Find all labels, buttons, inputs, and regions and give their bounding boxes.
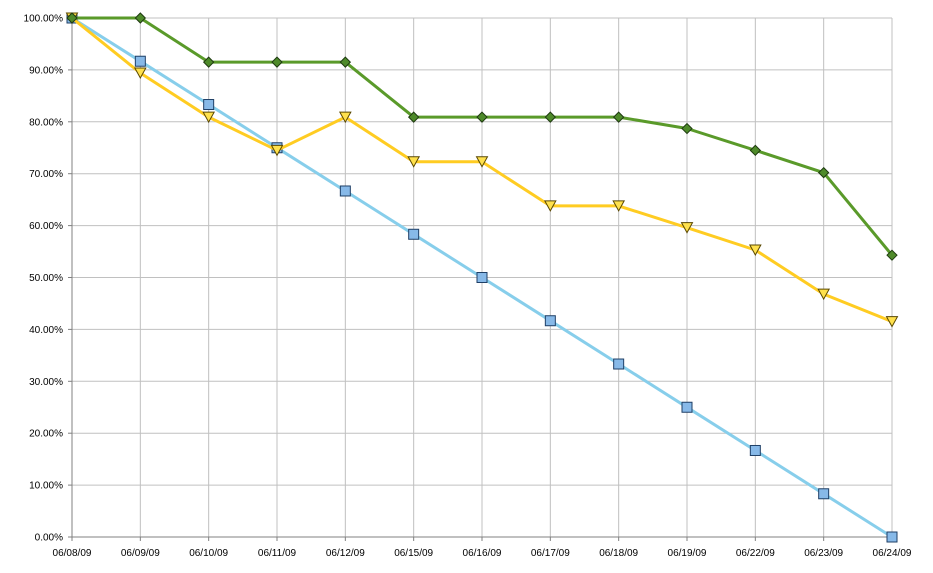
y-tick-label: 40.00% <box>29 325 63 336</box>
data-point-series-2 <box>270 144 284 157</box>
data-point-series-1 <box>203 99 215 111</box>
data-point-series-3 <box>271 56 283 68</box>
data-point-series-1 <box>613 358 625 370</box>
x-tick-label: 06/18/09 <box>599 548 638 559</box>
y-tick-label: 50.00% <box>29 273 63 284</box>
data-point-series-2 <box>817 288 831 301</box>
data-point-series-1 <box>408 228 420 240</box>
x-tick-label: 06/23/09 <box>804 548 843 559</box>
y-tick-label: 20.00% <box>29 429 63 440</box>
data-point-series-1 <box>818 488 830 500</box>
data-point-series-3 <box>544 111 557 123</box>
x-tick-label: 06/17/09 <box>531 548 570 559</box>
y-tick-label: 90.00% <box>29 65 63 76</box>
y-tick-label: 30.00% <box>29 377 63 388</box>
x-tick-label: 06/19/09 <box>668 548 707 559</box>
x-tick-label: 06/15/09 <box>394 548 433 559</box>
data-point-series-3 <box>612 111 625 123</box>
y-tick-label: 80.00% <box>29 117 63 128</box>
data-point-series-3 <box>407 111 420 123</box>
data-point-series-1 <box>886 531 898 543</box>
x-tick-label: 06/11/09 <box>258 548 297 559</box>
data-point-series-3 <box>476 111 488 123</box>
x-tick-label: 06/12/09 <box>326 548 365 559</box>
data-point-series-2 <box>612 200 626 212</box>
data-point-series-3 <box>202 56 215 68</box>
data-point-series-2 <box>680 222 694 234</box>
y-tick-label: 10.00% <box>29 481 63 492</box>
x-tick-label: 06/16/09 <box>463 548 502 559</box>
data-point-series-2 <box>202 111 216 124</box>
data-point-series-1 <box>681 401 693 413</box>
x-tick-label: 06/10/09 <box>189 548 228 559</box>
y-tick-label: 70.00% <box>29 169 63 180</box>
series-group <box>65 12 899 543</box>
data-point-series-2 <box>338 111 352 124</box>
data-point-series-3 <box>681 122 693 135</box>
data-point-series-2 <box>543 200 557 212</box>
data-point-series-1 <box>134 55 146 67</box>
data-point-series-3 <box>339 56 352 68</box>
data-point-series-3 <box>749 144 762 157</box>
data-point-series-2 <box>475 156 489 168</box>
data-point-series-3 <box>817 166 830 179</box>
data-point-series-1 <box>544 315 556 327</box>
x-tick-label: 06/09/09 <box>121 548 160 559</box>
data-point-series-1 <box>476 272 488 283</box>
data-point-series-2 <box>748 244 762 257</box>
data-point-series-1 <box>339 185 351 197</box>
axes <box>68 17 893 541</box>
data-point-series-2 <box>407 156 421 168</box>
x-tick-label: 06/24/09 <box>873 548 912 559</box>
data-point-series-3 <box>886 249 898 261</box>
data-point-series-3 <box>134 12 147 24</box>
data-point-series-2 <box>885 316 899 328</box>
tick-labels: 0.00% 10.00% 20.00% 30.00% 40.00% 50.00% 60.00… <box>24 14 912 560</box>
data-point-series-3 <box>66 12 78 24</box>
data-point-series-2 <box>133 67 147 80</box>
y-tick-label: 60.00% <box>29 221 63 232</box>
x-tick-label: 06/22/09 <box>736 548 775 559</box>
x-tick-label: 06/08/09 <box>53 548 92 559</box>
y-tick-label: 100.00% <box>24 14 64 25</box>
data-point-series-1 <box>749 444 761 456</box>
y-tick-label: 0.00% <box>35 533 63 544</box>
